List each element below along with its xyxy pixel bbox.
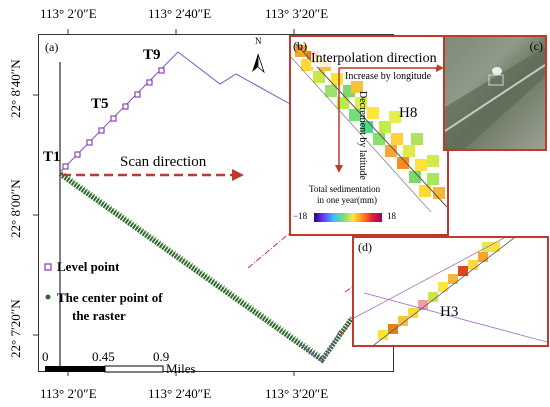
panel-d-raster-svg: [354, 238, 547, 345]
panel-b-latitude-arrowhead: [335, 165, 343, 173]
panel-c-building: [488, 74, 504, 86]
decrement-by-latitude-label: Decrement by latitude: [357, 91, 368, 180]
panel-label-c: (c): [529, 39, 543, 53]
colorbar-title-line-1: Total sedimentation: [309, 184, 381, 194]
level-point: [134, 91, 141, 98]
bottom-axis-tick-3: 113° 3′20″E: [265, 386, 329, 401]
panel-d-centerline: [373, 238, 515, 345]
label-h8: H8: [399, 105, 418, 121]
legend-level-point-icon: [44, 263, 52, 271]
panel-d-parcel-line-2: [354, 238, 505, 319]
bottom-axis-tick-1: 113° 2′0″E: [40, 386, 97, 401]
bottom-parcel-outline: [299, 329, 341, 363]
connector-line-b: [247, 231, 292, 269]
colorbar-title-line-2: in one year(mm): [317, 195, 377, 205]
panel-label-d: (d): [358, 240, 372, 254]
scalebar-tick-0: 0: [42, 349, 49, 364]
panel-label-b: (b): [293, 39, 307, 53]
panel-b-parallel-line: [291, 56, 432, 213]
level-point: [110, 115, 117, 122]
scalebar-unit: Miles: [166, 361, 196, 376]
bottom-axis-tick-2: 113° 2′40″E: [148, 386, 212, 401]
raster-center-band: [58, 171, 355, 364]
raster-center-band-inner: [61, 171, 323, 357]
panel-d-parcel-line: [363, 292, 547, 343]
label-t1: T1: [43, 149, 61, 165]
scalebar-tick-1: 0.45: [92, 349, 115, 364]
connector-line-d2: [344, 285, 355, 293]
scan-arrow-head: [232, 169, 244, 181]
inset-panel-b: (b) Interpolation direction Increase by …: [289, 35, 449, 236]
legend-center-point-label-1: The center point of: [57, 290, 163, 305]
inset-panel-c: (c): [443, 35, 547, 151]
north-label: N: [255, 36, 262, 46]
interpolation-direction-label: Interpolation direction: [311, 51, 437, 67]
level-point: [86, 139, 93, 146]
label-t5: T5: [91, 96, 109, 112]
scale-bar: [45, 365, 164, 373]
panel-b-longitude-arrowhead: [436, 64, 444, 72]
level-point: [158, 67, 165, 74]
legend-center-point-label-2: the raster: [72, 308, 126, 323]
level-point: [122, 103, 129, 110]
panel-c-satellite-svg: [445, 47, 545, 149]
level-points: [62, 67, 165, 170]
label-t9: T9: [143, 47, 161, 63]
top-axis-tick-1: 113° 2′0″E: [40, 6, 97, 21]
legend-level-point-label: Level point: [57, 259, 120, 274]
scan-direction-label: Scan direction: [120, 154, 207, 170]
level-point: [146, 79, 153, 86]
colorbar: [314, 213, 382, 222]
top-axis-tick-3: 113° 3′20″E: [265, 6, 329, 21]
colorbar-min-label: −18: [293, 211, 308, 221]
inset-panel-d: (d) H3: [352, 236, 549, 347]
panel-b-centerline: [294, 42, 447, 208]
level-point: [98, 127, 105, 134]
north-arrow-icon: [252, 53, 265, 74]
colorbar-max-label: 18: [387, 211, 396, 221]
increase-by-longitude-label: Increase by longitude: [345, 71, 432, 82]
panel-label-a: (a): [45, 40, 59, 54]
level-point: [62, 163, 69, 170]
scalebar-tick-2: 0.9: [153, 349, 170, 364]
panel-c-bright-spot: [492, 67, 502, 75]
legend-center-point-icon: [45, 294, 51, 300]
panel-c-road: [445, 64, 545, 132]
label-h3: H3: [440, 304, 459, 320]
panel-d-raster-cells: [378, 242, 500, 340]
level-point: [74, 151, 81, 158]
top-axis-tick-2: 113° 2′40″E: [148, 6, 212, 21]
